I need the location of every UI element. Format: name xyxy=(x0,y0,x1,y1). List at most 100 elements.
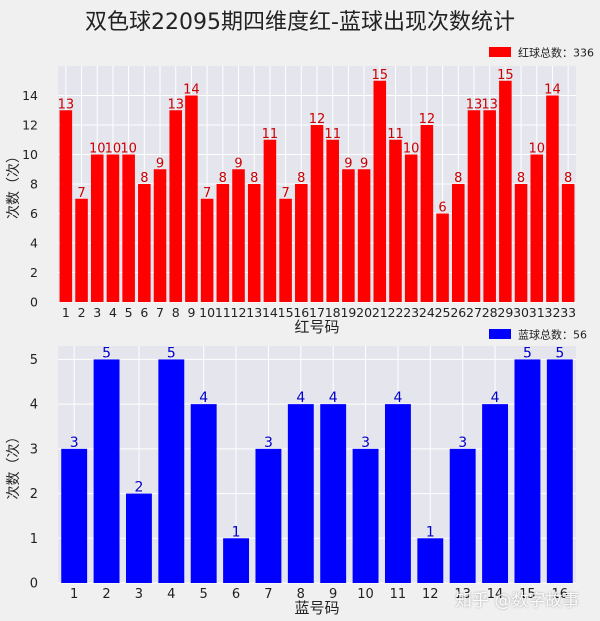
x-tick-label: 7 xyxy=(156,305,164,320)
bar-value-label: 15 xyxy=(372,68,389,83)
bar xyxy=(59,110,73,302)
x-tick-label: 10 xyxy=(199,305,215,320)
bar xyxy=(75,198,88,302)
bar xyxy=(90,154,104,302)
x-tick-label: 7 xyxy=(264,587,272,602)
red-ball-chart: 0246810121413172103104105869713814971081… xyxy=(6,46,594,337)
x-tick-label: 12 xyxy=(231,305,247,320)
bar-value-label: 14 xyxy=(544,83,561,98)
x-tick-label: 6 xyxy=(232,587,240,602)
bar xyxy=(169,110,183,302)
bar xyxy=(138,184,151,302)
y-tick-label: 8 xyxy=(30,177,38,192)
bar xyxy=(310,125,324,302)
x-tick-label: 8 xyxy=(172,305,180,320)
y-axis-label: 次数（次） xyxy=(6,430,22,500)
bar-value-label: 7 xyxy=(77,186,85,201)
x-tick-label: 8 xyxy=(297,587,305,602)
bar xyxy=(342,169,355,302)
y-tick-label: 4 xyxy=(30,236,38,251)
x-tick-label: 12 xyxy=(422,587,439,602)
x-tick-label: 1 xyxy=(62,305,70,320)
bar-value-label: 2 xyxy=(134,480,143,496)
bar-value-label: 11 xyxy=(387,127,404,142)
x-tick-label: 31 xyxy=(529,305,545,320)
bar xyxy=(232,169,245,302)
bar-value-label: 8 xyxy=(517,171,525,186)
x-tick-label: 14 xyxy=(487,587,504,602)
x-tick-label: 22 xyxy=(388,305,404,320)
bar-value-label: 10 xyxy=(528,142,545,157)
x-axis-label: 蓝号码 xyxy=(294,599,339,617)
bar xyxy=(514,184,528,302)
bar-value-label: 4 xyxy=(199,390,208,406)
bar xyxy=(373,80,387,302)
bar xyxy=(287,404,314,583)
x-tick-label: 10 xyxy=(357,587,374,602)
bar-value-label: 13 xyxy=(167,97,184,112)
x-tick-label: 9 xyxy=(187,305,195,320)
x-tick-label: 16 xyxy=(293,305,309,320)
bar xyxy=(357,169,371,302)
bar xyxy=(295,184,308,302)
bar-value-label: 9 xyxy=(156,156,164,171)
bar xyxy=(190,404,217,583)
x-tick-label: 32 xyxy=(545,305,561,320)
y-tick-label: 2 xyxy=(30,487,38,502)
y-tick-label: 6 xyxy=(30,206,38,221)
bar-value-label: 3 xyxy=(458,435,467,451)
bar xyxy=(417,538,444,583)
bar xyxy=(384,404,411,583)
x-tick-label: 29 xyxy=(497,305,513,320)
bar xyxy=(320,404,347,583)
bar xyxy=(499,80,512,302)
x-tick-label: 9 xyxy=(329,587,337,602)
bar-value-label: 10 xyxy=(120,142,137,157)
bar xyxy=(247,184,261,302)
bar-value-label: 8 xyxy=(297,171,305,186)
bar xyxy=(451,184,465,302)
bar xyxy=(326,139,339,302)
x-tick-label: 19 xyxy=(340,305,356,320)
bar-value-label: 7 xyxy=(281,186,289,201)
bar-value-label: 7 xyxy=(203,186,211,201)
figure-title: 双色球22095期四维度红-蓝球出现次数统计 xyxy=(85,10,515,35)
y-tick-label: 1 xyxy=(30,532,38,547)
bar xyxy=(279,198,292,302)
bar-value-label: 8 xyxy=(140,171,148,186)
x-tick-label: 30 xyxy=(513,305,529,320)
x-tick-label: 15 xyxy=(519,587,536,602)
x-tick-label: 25 xyxy=(435,305,451,320)
bar-value-label: 4 xyxy=(393,390,402,406)
y-tick-label: 4 xyxy=(30,398,38,413)
bar xyxy=(546,359,573,583)
x-tick-label: 11 xyxy=(390,587,407,602)
bar xyxy=(467,110,481,302)
bar xyxy=(420,125,434,302)
bar-value-label: 4 xyxy=(329,390,338,406)
bar-value-label: 5 xyxy=(102,345,111,361)
x-tick-label: 3 xyxy=(93,305,101,320)
bar-value-label: 13 xyxy=(466,97,483,112)
bar xyxy=(352,448,379,583)
bar-value-label: 8 xyxy=(250,171,258,186)
y-tick-label: 3 xyxy=(30,442,38,457)
bar xyxy=(122,154,135,302)
x-tick-label: 27 xyxy=(466,305,482,320)
bar xyxy=(158,359,185,583)
bar-value-label: 10 xyxy=(105,142,122,157)
y-tick-label: 0 xyxy=(30,295,38,310)
x-tick-label: 4 xyxy=(109,305,117,320)
bar-value-label: 12 xyxy=(419,112,436,127)
x-tick-label: 11 xyxy=(215,305,231,320)
bar xyxy=(436,213,449,302)
x-tick-label: 17 xyxy=(309,305,325,320)
x-tick-label: 24 xyxy=(419,305,435,320)
y-tick-label: 0 xyxy=(30,577,38,592)
bar xyxy=(61,448,88,583)
y-tick-label: 5 xyxy=(30,353,38,368)
x-tick-label: 20 xyxy=(356,305,372,320)
bar xyxy=(561,184,575,302)
watermark: 知乎 @数字故事 xyxy=(455,591,580,611)
bar xyxy=(200,198,214,302)
